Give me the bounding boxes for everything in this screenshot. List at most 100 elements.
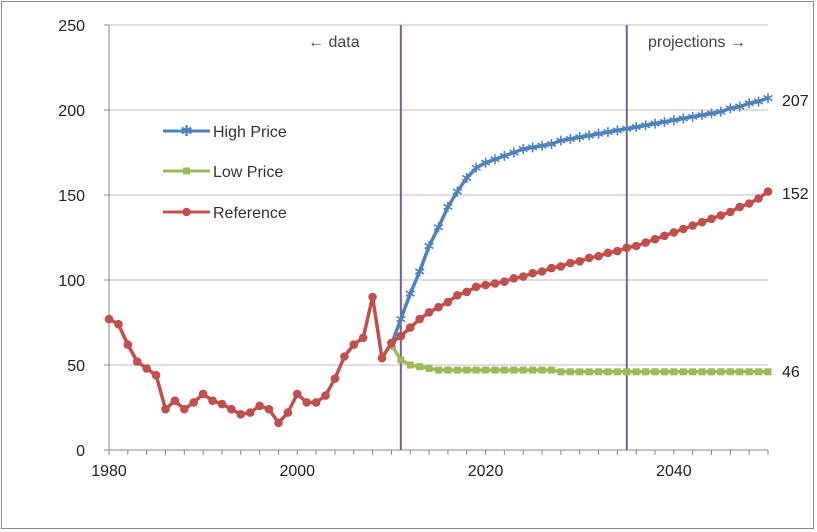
data-point-low-price [463, 366, 471, 374]
data-point-low-price [679, 368, 687, 376]
data-point-reference [471, 282, 481, 292]
data-point-high-price [443, 201, 453, 212]
data-point-high-price [640, 120, 651, 131]
data-point-high-price [490, 154, 500, 165]
data-point-reference [330, 374, 340, 383]
data-point-reference [669, 228, 679, 237]
data-point-low-price [472, 366, 480, 374]
data-point-low-price [642, 368, 650, 376]
data-point-high-price [546, 139, 557, 149]
data-point-high-price [744, 98, 754, 109]
data-point-reference [255, 401, 264, 411]
projections-annotation: projections → [648, 34, 746, 51]
data-point-high-price [574, 132, 585, 143]
y-tick-label: 100 [58, 273, 85, 290]
data-point-low-price [755, 368, 763, 376]
y-tick-label: 0 [76, 443, 85, 460]
data-point-reference [641, 238, 650, 247]
x-tick-label: 2000 [279, 463, 315, 480]
data-point-low-price [491, 366, 499, 374]
data-point-low-price [566, 368, 574, 376]
data-point-low-price [632, 368, 640, 376]
data-point-reference [537, 267, 547, 276]
data-point-low-price [613, 368, 621, 376]
data-point-reference [114, 319, 123, 329]
data-point-reference [245, 408, 255, 417]
data-point-reference [198, 389, 208, 399]
data-point-low-price [416, 363, 424, 371]
data-point-high-price [527, 142, 538, 153]
data-point-reference [321, 391, 330, 400]
data-point-low-price [708, 368, 716, 376]
data-point-low-price [557, 368, 565, 376]
data-point-reference [358, 333, 368, 343]
data-point-reference [311, 398, 321, 407]
data-point-reference [547, 263, 556, 273]
data-point-high-price [433, 222, 444, 233]
data-point-reference [415, 314, 424, 324]
legend-marker-low [183, 167, 190, 175]
data-point-reference [264, 404, 274, 414]
y-tick-label: 250 [58, 18, 85, 35]
data-point-low-price [726, 368, 734, 376]
data-point-reference [368, 292, 377, 302]
data-point-high-price [631, 122, 641, 132]
data-point-reference [227, 404, 236, 414]
end-label-low: 46 [782, 364, 800, 381]
data-point-low-price [397, 356, 405, 364]
data-point-high-price [659, 116, 670, 127]
data-point-high-price [678, 113, 689, 124]
data-point-reference [170, 396, 180, 406]
data-point-reference [377, 353, 387, 363]
data-point-low-price [425, 364, 433, 372]
data-point-high-price [735, 101, 745, 112]
data-point-high-price [612, 125, 623, 136]
data-point-high-price [396, 314, 406, 325]
legend-label-high: High Price [213, 124, 287, 141]
data-point-low-price [736, 368, 744, 376]
data-point-reference [236, 410, 246, 419]
data-point-low-price [519, 366, 527, 374]
data-point-high-price [706, 108, 717, 119]
legend-label-reference: Reference [213, 205, 287, 222]
data-point-low-price [444, 366, 452, 374]
data-point-low-price [547, 366, 555, 374]
legend-marker-reference [182, 207, 191, 217]
data-point-high-price [452, 186, 463, 197]
data-point-reference [208, 396, 217, 406]
data-point-reference [340, 352, 349, 361]
data-point-high-price [480, 157, 491, 168]
data-point-high-price [584, 130, 594, 141]
data-point-reference [763, 187, 773, 196]
data-point-high-price [725, 103, 736, 114]
data-point-reference [405, 323, 415, 332]
data-point-reference [424, 308, 434, 317]
data-point-reference [180, 404, 189, 414]
end-label-high: 207 [782, 93, 809, 110]
data-point-reference [716, 211, 726, 220]
label-layer: ← data projections → 207 152 46 [308, 34, 809, 381]
data-point-reference [387, 338, 396, 348]
data-point-reference [650, 234, 660, 244]
data-point-low-price [482, 366, 490, 374]
data-annotation: ← data [308, 34, 360, 51]
data-point-reference [490, 279, 500, 288]
divider-layer [399, 25, 628, 450]
data-point-high-price [622, 123, 632, 134]
x-tick-label: 2040 [656, 463, 692, 480]
data-point-high-price [763, 93, 773, 104]
data-point-low-price [576, 368, 584, 376]
data-point-low-price [500, 366, 508, 374]
end-label-reference: 152 [782, 186, 809, 203]
y-tick-label: 50 [67, 358, 85, 375]
data-point-reference [132, 357, 142, 366]
data-point-reference [500, 277, 509, 287]
data-point-high-price [414, 266, 425, 277]
data-point-reference [622, 243, 632, 252]
data-point-reference [678, 224, 688, 234]
legend-item-high: ✱ High Price [163, 123, 287, 141]
data-point-reference [189, 398, 199, 407]
data-point-high-price [603, 127, 613, 138]
